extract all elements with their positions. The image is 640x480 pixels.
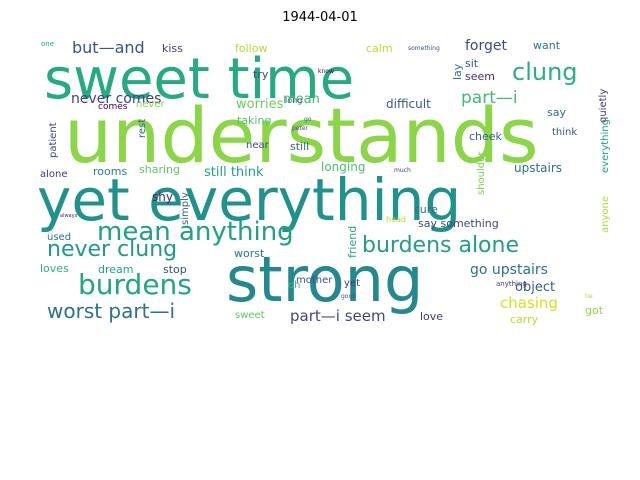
word-long: long [285, 96, 302, 105]
word-good: good [341, 293, 356, 300]
word-rooms: rooms [93, 165, 127, 178]
word-near: near [246, 140, 270, 151]
word-want: want [533, 39, 561, 52]
word-longing: longing [321, 160, 365, 174]
word-sweet-time: sweet time [44, 47, 354, 112]
word-much: much [394, 167, 411, 174]
word-know: know [318, 68, 334, 75]
word-peter: peter [292, 125, 309, 132]
word-loves: loves [40, 262, 69, 275]
word-chasing: chasing [500, 294, 558, 312]
word-never-clung: never clung [47, 237, 177, 262]
word-shy: shy [152, 190, 173, 204]
word-oh: oh [288, 280, 300, 291]
word-try: try [253, 68, 269, 81]
word-say-something: say something [418, 217, 499, 230]
word-patient: patient [48, 122, 59, 158]
word-understands: understands [64, 91, 539, 180]
word-always: always [60, 213, 78, 219]
word-burdens-alone: burdens alone [362, 233, 519, 258]
word-strong: strong [226, 243, 423, 316]
word-part-i-seem: part—i seem [290, 307, 386, 325]
word-never-comes: never comes [71, 91, 161, 107]
word-seem: seem [465, 70, 495, 83]
word-cheek: cheek [469, 130, 503, 143]
word-love: love [420, 310, 443, 323]
word-difficult: difficult [386, 97, 431, 111]
word-say: say [547, 106, 566, 119]
word-rest: rest [137, 119, 148, 138]
word-clung: clung [512, 58, 578, 86]
word-anything: anything [496, 280, 527, 288]
word-worst-part-i: worst part—i [47, 299, 175, 323]
word-still-think: still think [204, 165, 264, 180]
word-object: object [515, 280, 555, 295]
word-stop: stop [163, 263, 187, 276]
word-think: think [552, 127, 577, 138]
word-taking: taking [237, 114, 271, 127]
word-lay: lay [451, 63, 464, 80]
word-worries: worries [236, 97, 284, 112]
word-still: still [290, 140, 309, 153]
word-sharing: sharing [139, 163, 180, 176]
word-friend: friend [346, 226, 359, 258]
word-go: go [304, 116, 312, 123]
word-sure: sure [414, 203, 438, 216]
word-mean-anything: mean anything [97, 217, 294, 247]
word-head: head [386, 215, 406, 224]
word-alone: alone [40, 169, 68, 180]
word-worst: worst [234, 247, 265, 260]
word-but-and: but—and [72, 38, 145, 57]
word-shoulder: shoulder [476, 151, 487, 195]
word-used: used [47, 232, 71, 243]
word-mother: mother [296, 275, 333, 286]
word-burdens: burdens [78, 268, 192, 301]
word-quietly: quietly [598, 89, 609, 123]
word-follow: follow [235, 42, 267, 55]
word-dream: dream [98, 263, 134, 276]
word-yet: yet [344, 278, 360, 289]
word-upstairs: upstairs [514, 161, 562, 175]
word-one: one [41, 40, 54, 48]
word-carry: carry [510, 313, 539, 326]
word-anyone: anyone [600, 196, 611, 233]
word-yet-everything: yet everything [37, 166, 461, 234]
word-go-upstairs: go upstairs [470, 262, 548, 278]
word-sweet: sweet [235, 310, 265, 321]
chart-title: 1944-04-01 [282, 10, 358, 25]
word-kiss: kiss [162, 42, 183, 55]
word-part-i: part—i [461, 88, 518, 108]
word-everything: everything [600, 119, 611, 173]
word-forget: forget [465, 38, 508, 54]
word-never: never [136, 99, 166, 110]
word-simply: simply [180, 192, 191, 225]
word-something: something [408, 45, 440, 52]
word-comes: comes [98, 102, 128, 112]
word-calm: calm [366, 42, 393, 55]
word-got: got [585, 304, 604, 317]
word-sit: sit [465, 57, 479, 70]
word-tie: tie [585, 293, 593, 300]
word-mean: mean [283, 92, 320, 107]
